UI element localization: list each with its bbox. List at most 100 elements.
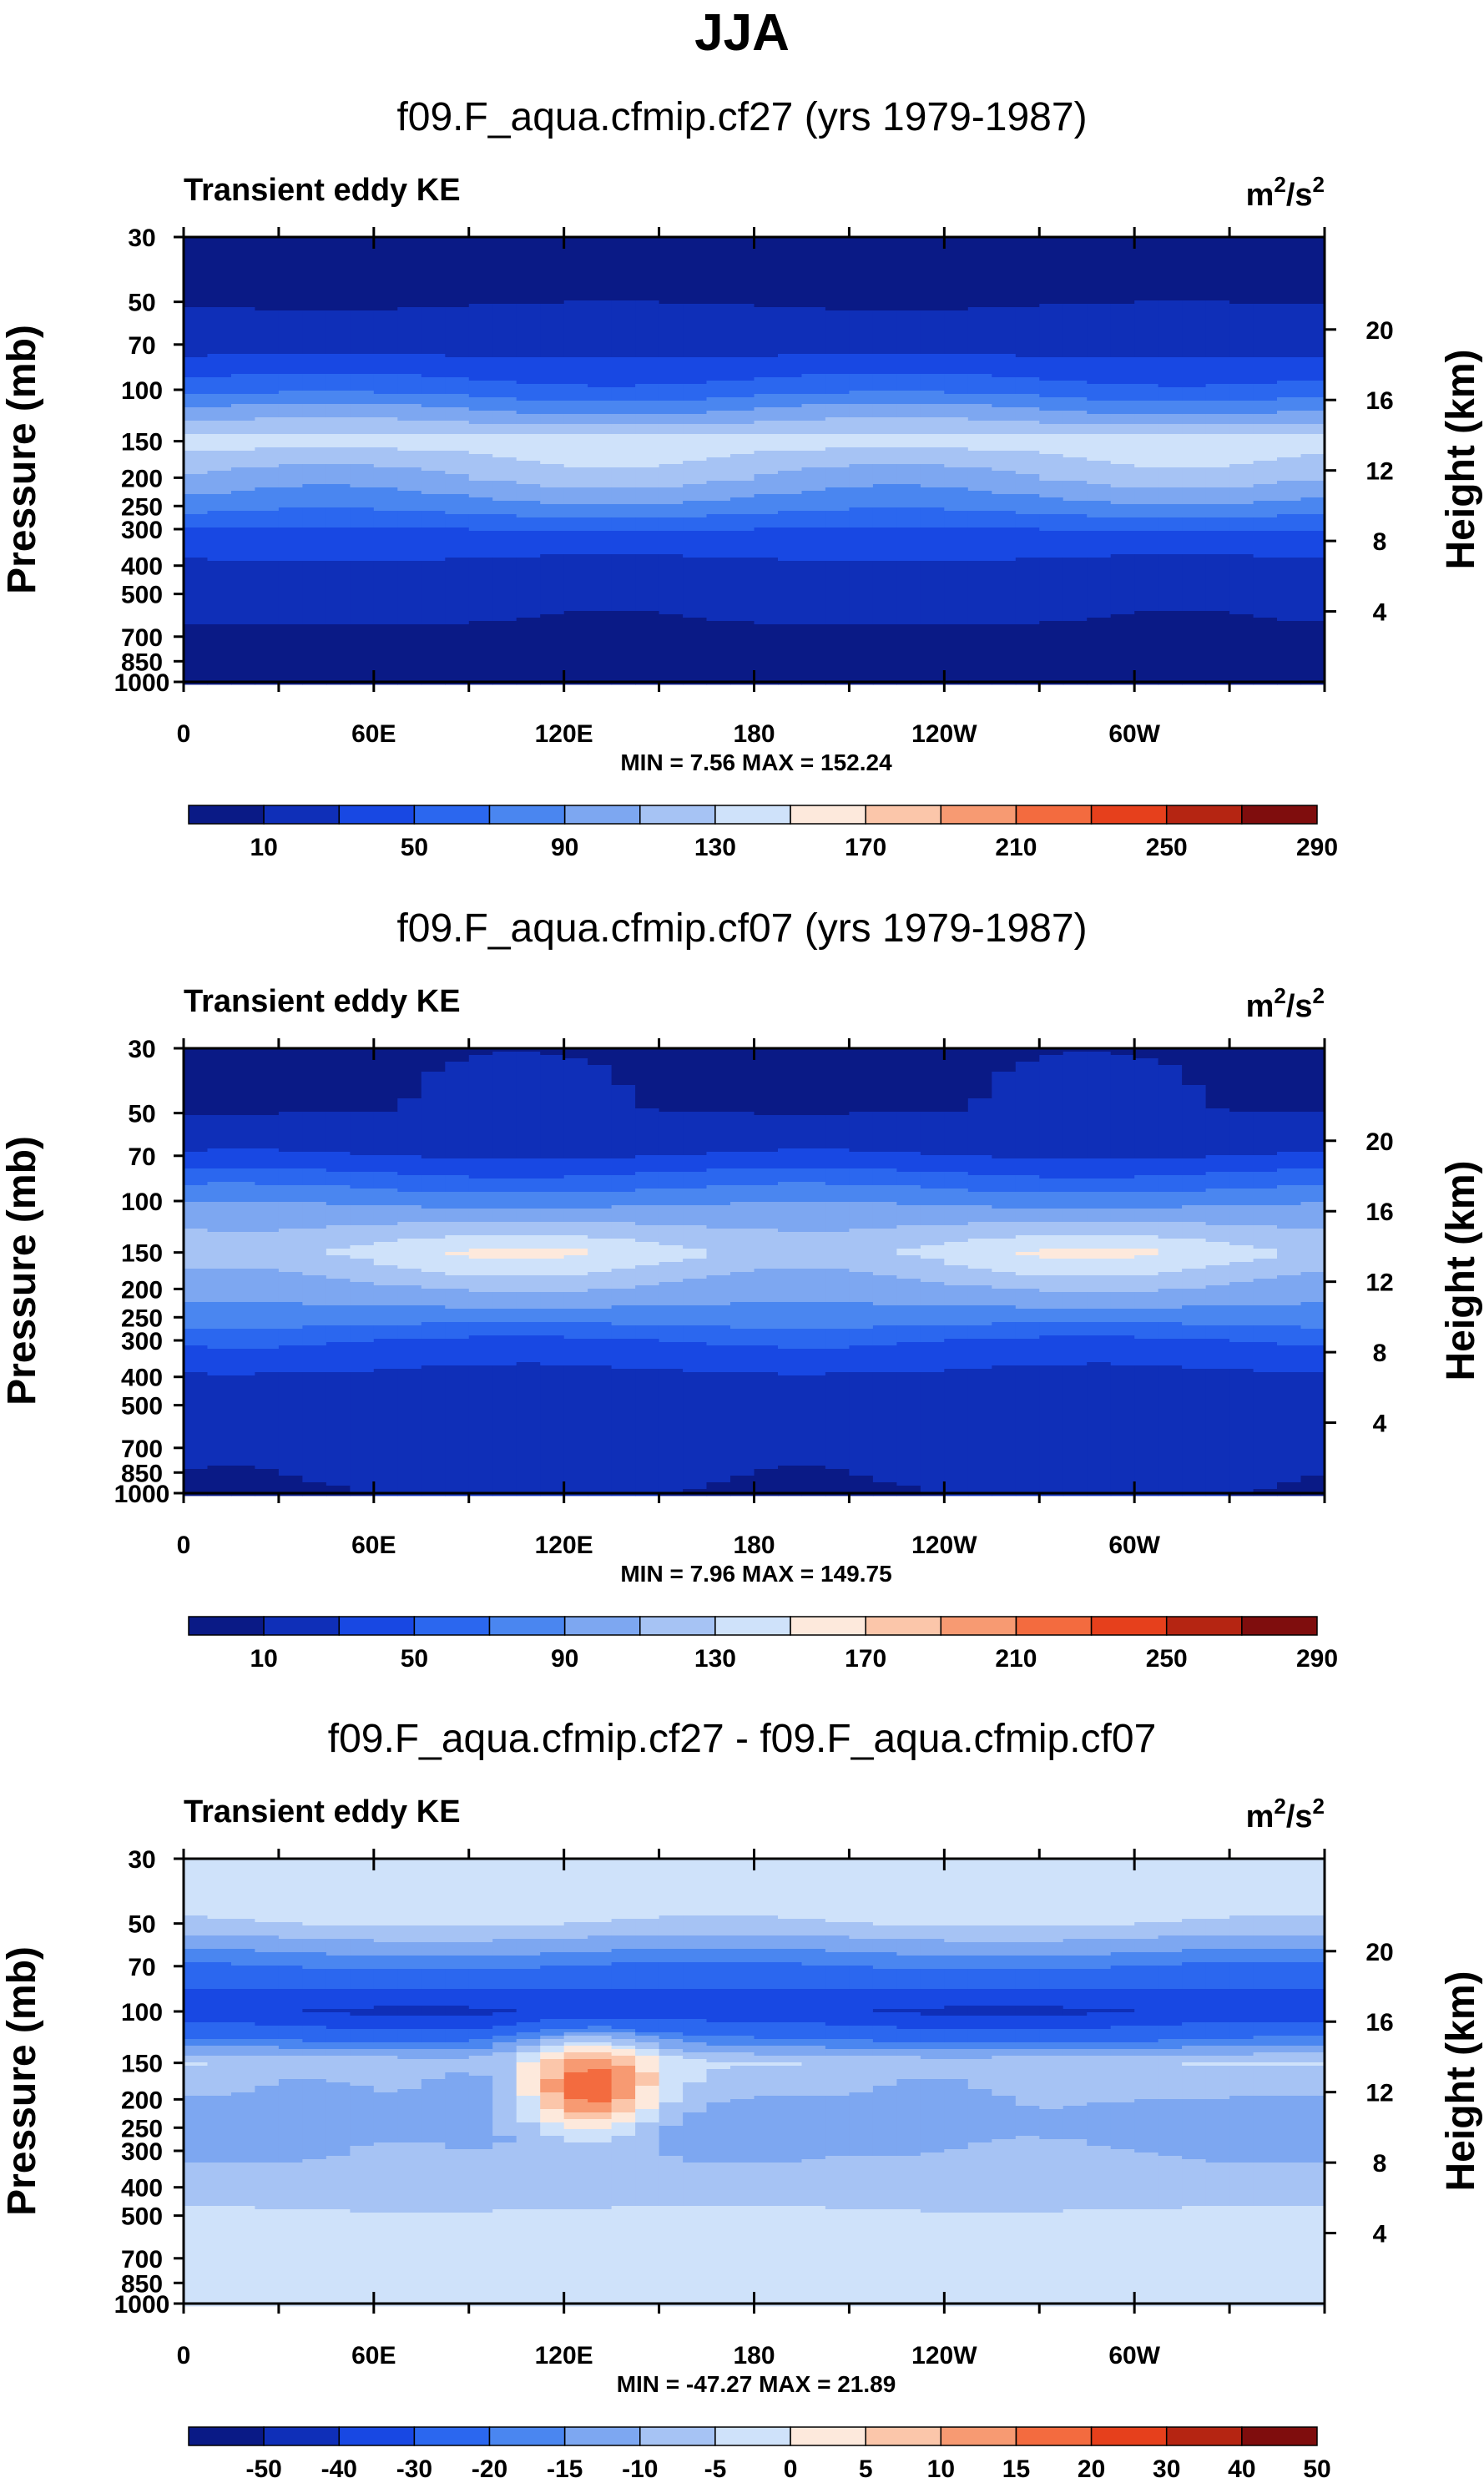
contour-cell bbox=[967, 314, 992, 318]
contour-cell bbox=[872, 357, 897, 361]
contour-cell bbox=[468, 244, 493, 248]
contour-cell bbox=[588, 240, 613, 245]
contour-cell bbox=[207, 371, 232, 375]
contour-cell bbox=[896, 461, 921, 465]
contour-cell bbox=[1229, 527, 1254, 532]
contour-cell bbox=[1229, 571, 1254, 575]
contour-cell bbox=[1182, 454, 1207, 458]
contour-cell bbox=[326, 514, 351, 518]
contour-cell bbox=[445, 517, 470, 522]
contour-cell bbox=[944, 307, 969, 311]
contour-cell bbox=[540, 501, 565, 505]
contour-cell bbox=[1229, 548, 1254, 552]
contour-cell bbox=[754, 270, 779, 275]
contour-cell bbox=[588, 331, 613, 335]
contour-cell bbox=[801, 377, 826, 381]
contour-cell bbox=[1300, 457, 1325, 462]
contour-cell bbox=[445, 457, 470, 462]
contour-cell bbox=[1039, 264, 1064, 268]
contour-cell bbox=[302, 334, 327, 338]
contour-cell bbox=[1277, 494, 1302, 498]
contour-cell bbox=[1277, 401, 1302, 405]
contour-cell bbox=[659, 310, 684, 315]
contour-cell bbox=[540, 274, 565, 278]
contour-cell bbox=[1277, 374, 1302, 378]
panel-1: f09.F_aqua.cfmip.cf27 (yrs 1979-1987)Tra… bbox=[0, 95, 1483, 861]
contour-cell bbox=[920, 548, 945, 552]
contour-cell bbox=[730, 324, 755, 328]
contour-cell bbox=[659, 341, 684, 345]
contour-cell bbox=[730, 501, 755, 505]
contour-cell bbox=[1300, 461, 1325, 465]
contour-cell bbox=[1205, 537, 1230, 542]
contour-cell bbox=[992, 371, 1017, 375]
contour-cell bbox=[1205, 521, 1230, 525]
contour-cell bbox=[754, 381, 779, 385]
contour-cell bbox=[872, 558, 897, 562]
contour-cell bbox=[920, 317, 945, 321]
contour-cell bbox=[801, 240, 826, 245]
contour-cell bbox=[540, 324, 565, 328]
contour-cell bbox=[730, 354, 755, 358]
contour-cell bbox=[967, 431, 992, 435]
contour-cell bbox=[1229, 304, 1254, 308]
contour-cell bbox=[1063, 558, 1088, 562]
contour-cell bbox=[278, 331, 303, 335]
contour-cell bbox=[896, 457, 921, 462]
contour-cell bbox=[445, 387, 470, 391]
contour-cell bbox=[849, 284, 874, 288]
contour-cell bbox=[184, 421, 209, 425]
contour-cell bbox=[207, 437, 232, 442]
contour-cell bbox=[754, 274, 779, 278]
contour-cell bbox=[516, 351, 541, 355]
contour-cell bbox=[278, 354, 303, 358]
contour-cell bbox=[944, 447, 969, 452]
contour-cell bbox=[1063, 427, 1088, 431]
contour-cell bbox=[373, 284, 398, 288]
contour-cell bbox=[255, 511, 280, 515]
contour-cell bbox=[184, 344, 209, 348]
contour-cell bbox=[421, 497, 446, 502]
contour-cell bbox=[611, 381, 636, 385]
contour-cell bbox=[468, 534, 493, 538]
contour-cell bbox=[967, 411, 992, 415]
contour-cell bbox=[920, 581, 945, 585]
contour-cell bbox=[1039, 574, 1064, 578]
contour-cell bbox=[849, 374, 874, 378]
contour-cell bbox=[825, 484, 850, 488]
contour-cell bbox=[421, 377, 446, 381]
contour-cell bbox=[1158, 471, 1183, 475]
contour-cell bbox=[540, 401, 565, 405]
contour-cell bbox=[255, 451, 280, 455]
contour-cell bbox=[184, 280, 209, 285]
contour-cell bbox=[1158, 317, 1183, 321]
contour-cell bbox=[849, 367, 874, 371]
contour-cell bbox=[326, 260, 351, 265]
contour-cell bbox=[872, 381, 897, 385]
contour-cell bbox=[302, 444, 327, 448]
contour-cell bbox=[184, 404, 209, 408]
contour-cell bbox=[563, 461, 588, 465]
contour-cell bbox=[1182, 417, 1207, 421]
contour-cell bbox=[967, 247, 992, 251]
contour-cell bbox=[184, 444, 209, 448]
contour-cell bbox=[849, 487, 874, 492]
contour-cell bbox=[944, 367, 969, 371]
contour-cell bbox=[1015, 384, 1040, 388]
contour-cell bbox=[849, 551, 874, 555]
contour-cell bbox=[1110, 374, 1135, 378]
contour-cell bbox=[706, 401, 731, 405]
contour-cell bbox=[516, 421, 541, 425]
contour-cell bbox=[1134, 280, 1159, 285]
contour-cell bbox=[730, 534, 755, 538]
contour-cell bbox=[1205, 374, 1230, 378]
contour-cell bbox=[516, 304, 541, 308]
contour-cell bbox=[825, 300, 850, 305]
contour-cell bbox=[706, 381, 731, 385]
contour-cell bbox=[635, 504, 660, 508]
contour-cell bbox=[184, 371, 209, 375]
contour-cell bbox=[588, 371, 613, 375]
contour-cell bbox=[967, 334, 992, 338]
contour-cell bbox=[1015, 431, 1040, 435]
contour-cell bbox=[1253, 568, 1278, 572]
